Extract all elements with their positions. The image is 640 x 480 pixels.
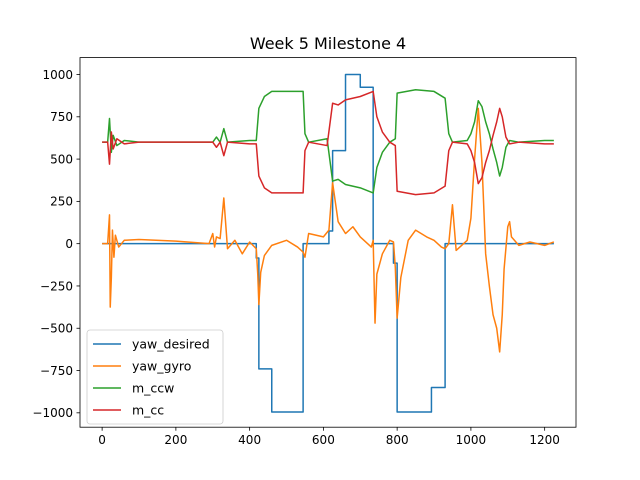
legend-box (86, 329, 224, 425)
y-tick-label: 500 (50, 152, 73, 166)
x-tick-label: 1200 (529, 433, 560, 447)
y-tick-label: 250 (50, 195, 73, 209)
y-tick-label: 750 (50, 110, 73, 124)
x-tick-label: 600 (312, 433, 335, 447)
legend: yaw_desired yaw_gyro m_ccw m_cc (86, 329, 224, 425)
y-tick-label: −750 (40, 364, 73, 378)
legend-label-yaw-desired: yaw_desired (132, 337, 210, 352)
y-tick-label: 0 (65, 237, 73, 251)
x-axis: 0 200 400 600 800 1000 1200 (98, 427, 560, 447)
y-tick-label: −250 (40, 279, 73, 293)
series-line-m-cc (102, 90, 554, 196)
y-axis: −1000 −750 −500 −250 0 250 500 750 1000 (32, 68, 80, 420)
series-line-yaw-gyro (102, 107, 555, 353)
x-tick-label: 200 (164, 433, 187, 447)
x-tick-label: 0 (98, 433, 106, 447)
x-tick-label: 800 (386, 433, 409, 447)
series-line-yaw-desired (102, 73, 554, 413)
chart-title: Week 5 Milestone 4 (250, 34, 406, 53)
plot-frame (79, 57, 577, 428)
y-tick-label: 1000 (42, 68, 73, 82)
legend-label-m-ccw: m_ccw (132, 381, 174, 396)
x-tick-label: 1000 (456, 433, 487, 447)
y-tick-label: −1000 (32, 406, 73, 420)
y-tick-label: −500 (40, 322, 73, 336)
legend-label-yaw-gyro: yaw_gyro (132, 359, 191, 374)
x-tick-label: 400 (238, 433, 261, 447)
plot-area (102, 73, 555, 413)
legend-label-m-cc: m_cc (132, 403, 164, 418)
